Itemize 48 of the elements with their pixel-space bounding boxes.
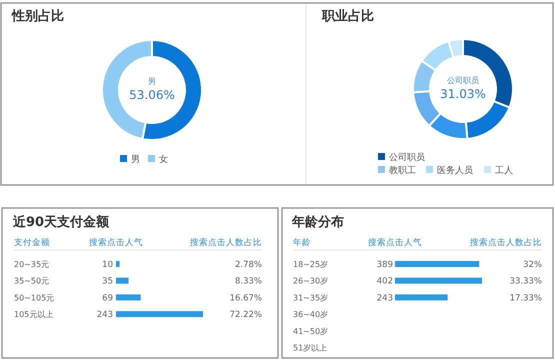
legend-label: 男 bbox=[131, 154, 140, 165]
text: 搜索点击人数占比 bbox=[470, 237, 542, 248]
y-axis-title: 支付金额 bbox=[14, 237, 50, 248]
data-label: 69 bbox=[102, 293, 113, 304]
text: 8.33% bbox=[234, 276, 262, 287]
y-tick-label: 50~105元 bbox=[14, 293, 54, 302]
y-axis-title: 年龄 bbox=[293, 237, 311, 248]
y-tick-label: 51岁以上 bbox=[293, 344, 328, 352]
y-tick-label: 20~35元 bbox=[14, 260, 50, 269]
chart-title: 近90天支付金额 bbox=[12, 214, 110, 230]
legend-label: 女 bbox=[159, 154, 168, 165]
text: 72.22% bbox=[230, 310, 262, 320]
bar bbox=[116, 278, 129, 284]
legend-label: 工人 bbox=[495, 165, 513, 176]
text: 17.33% bbox=[510, 293, 542, 304]
x-axis-title: 搜索点击人气 bbox=[89, 237, 143, 248]
data-label: 402 bbox=[376, 276, 393, 287]
y-tick-label: 105元以上 bbox=[14, 310, 54, 320]
y-tick-label: 35~50元 bbox=[14, 276, 50, 286]
text: 32% bbox=[523, 260, 542, 270]
legend-label: 医务人员 bbox=[437, 165, 473, 176]
data-label: 31.03% bbox=[440, 87, 486, 101]
chart-title: 职业占比 bbox=[321, 9, 374, 24]
slice-label: 男 bbox=[148, 77, 156, 86]
bar bbox=[116, 311, 203, 318]
y-tick-label: 41~50岁 bbox=[293, 326, 328, 336]
y-tick-label: 36~40岁 bbox=[293, 310, 328, 320]
text: 2.78% bbox=[234, 260, 262, 270]
data-label: 35 bbox=[102, 276, 113, 287]
bar bbox=[116, 261, 120, 267]
y-tick-label: 31~35岁 bbox=[293, 293, 328, 302]
legend-label: 教职工 bbox=[389, 165, 416, 176]
chart-title: 年龄分布 bbox=[291, 215, 344, 230]
data-label: 389 bbox=[376, 260, 393, 270]
text: 16.67% bbox=[230, 293, 262, 304]
x-axis-title: 搜索点击人气 bbox=[368, 237, 422, 248]
text: 33.33% bbox=[510, 276, 542, 287]
y-tick-label: 26~30岁 bbox=[293, 276, 328, 286]
data-label: 243 bbox=[376, 293, 393, 304]
data-label: 10 bbox=[102, 260, 113, 270]
data-label: 243 bbox=[96, 310, 113, 320]
y-tick-label: 18~25岁 bbox=[293, 260, 328, 269]
chart-title: 性别占比 bbox=[11, 9, 64, 24]
text: 搜索点击人数占比 bbox=[190, 237, 262, 248]
data-label: 53.06% bbox=[129, 88, 175, 102]
bar bbox=[116, 294, 141, 300]
slice-label: 公司职员 bbox=[447, 76, 479, 85]
legend-label: 公司职员 bbox=[389, 152, 425, 163]
